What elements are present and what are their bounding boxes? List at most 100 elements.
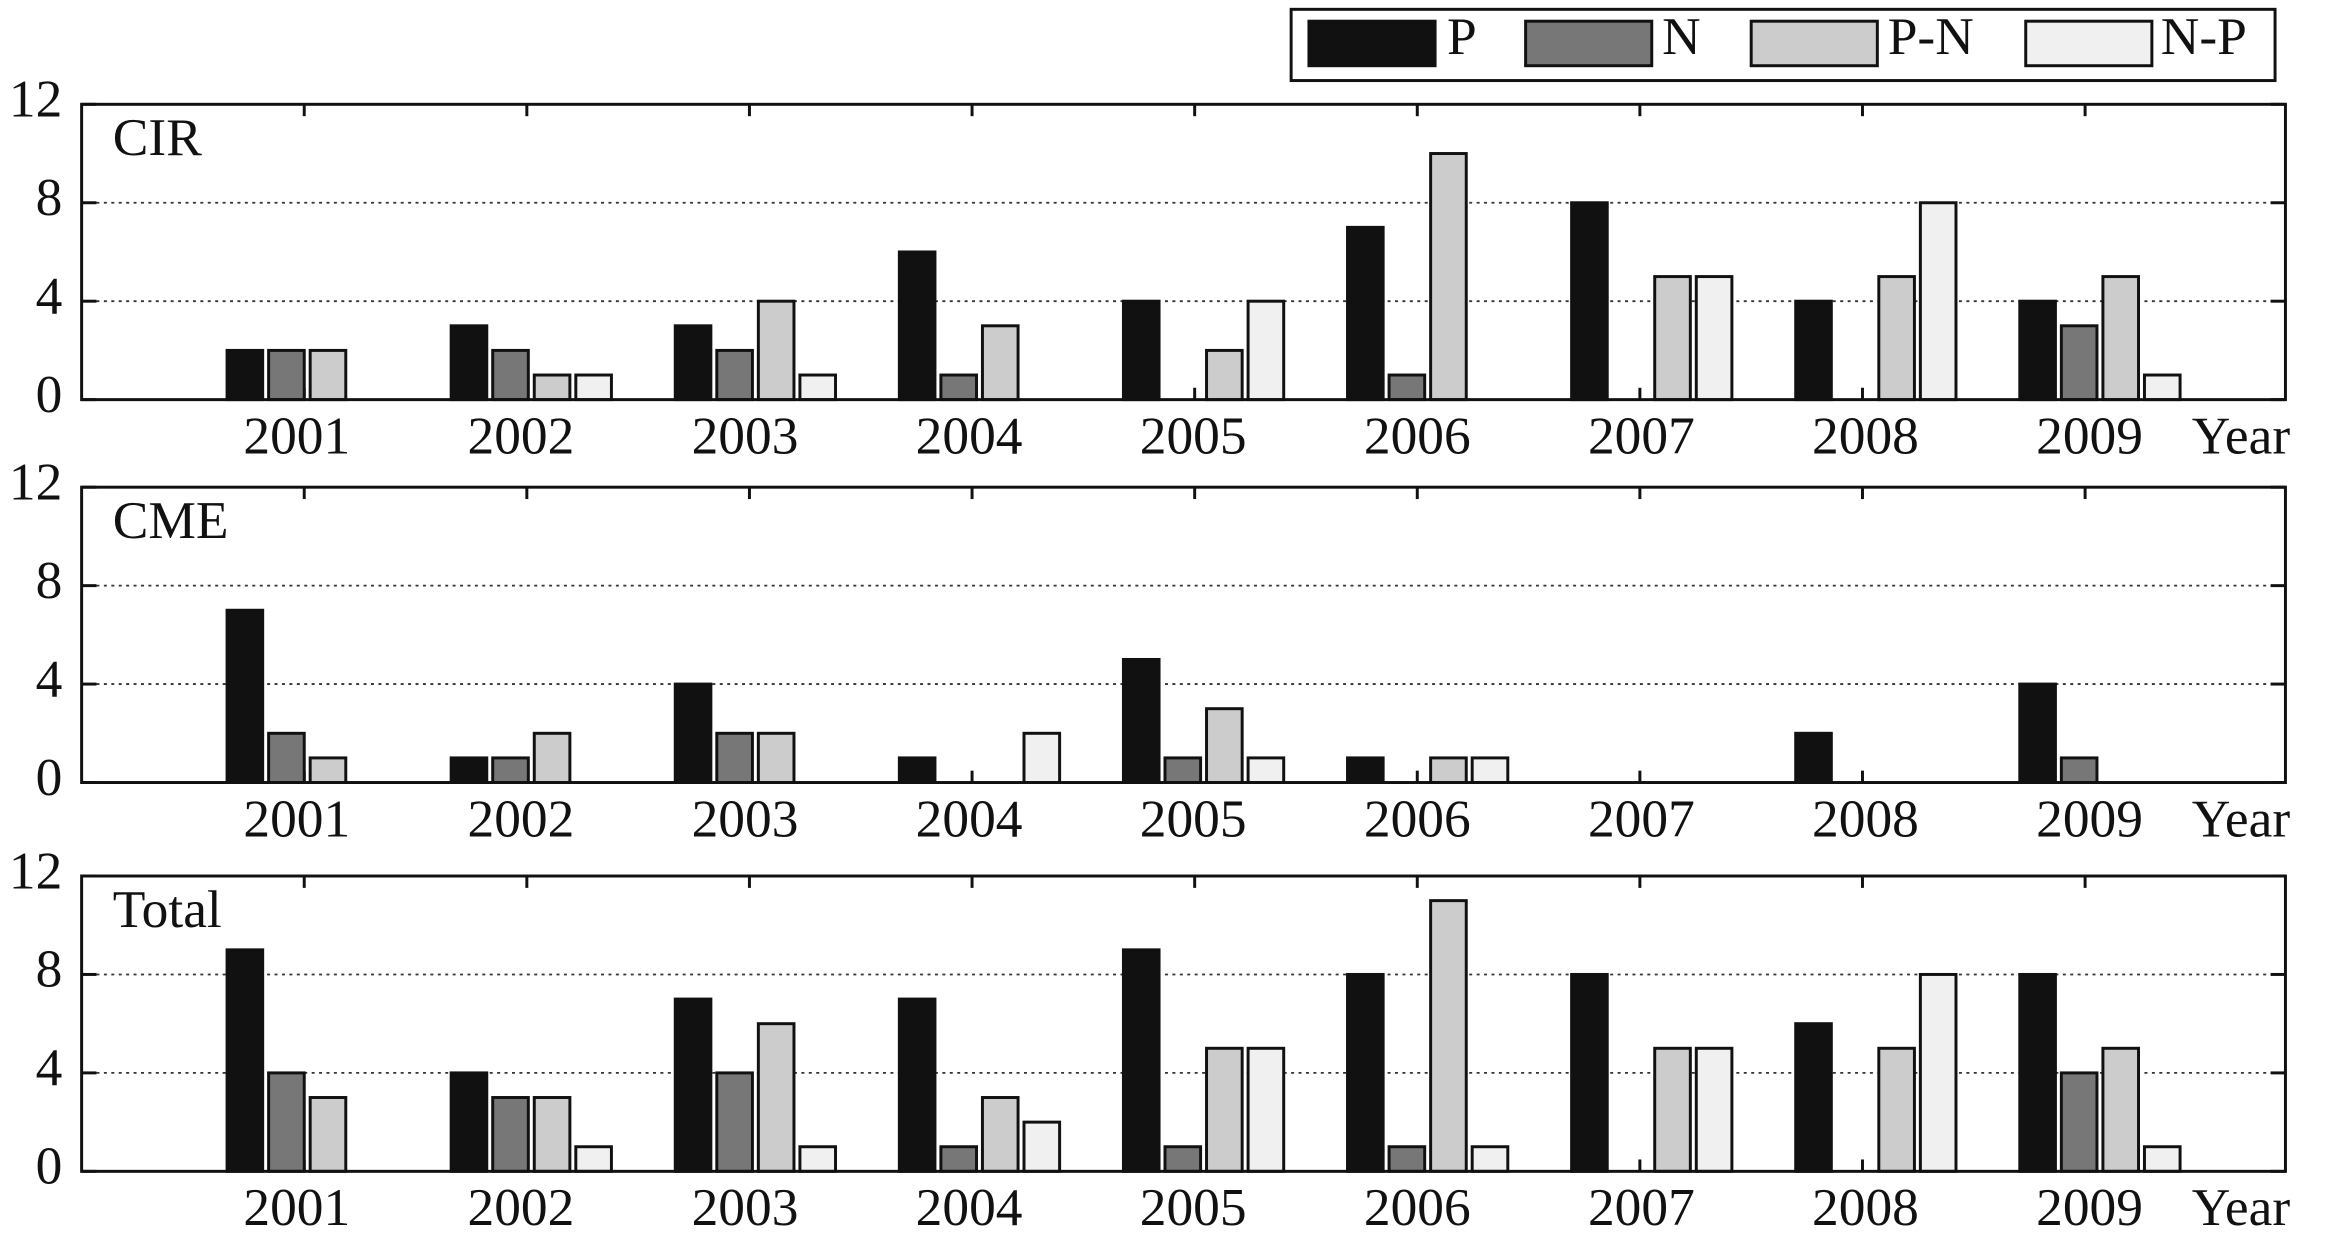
bar bbox=[308, 1096, 348, 1173]
x-tick-label: 2001 bbox=[243, 1177, 350, 1237]
y-tick-label: 8 bbox=[36, 550, 63, 610]
y-tick-label: 4 bbox=[36, 265, 63, 325]
bar bbox=[574, 373, 613, 402]
plot-frame bbox=[80, 874, 2287, 1173]
bar bbox=[267, 1071, 306, 1173]
x-tick-label: 2007 bbox=[1588, 788, 1695, 848]
bar bbox=[939, 1145, 978, 1173]
bar bbox=[715, 731, 754, 785]
bar bbox=[673, 324, 713, 402]
bar bbox=[2059, 324, 2099, 402]
y-tick-label: 12 bbox=[9, 840, 62, 900]
y-tick-label: 4 bbox=[36, 1037, 63, 1097]
x-axis-label: Year bbox=[2192, 1177, 2291, 1237]
bar bbox=[1429, 899, 1468, 1173]
x-axis-label: Year bbox=[2192, 405, 2291, 465]
bar bbox=[1794, 731, 1833, 785]
x-tick-label: 2002 bbox=[467, 1177, 574, 1237]
bar bbox=[225, 348, 265, 402]
bar bbox=[798, 1145, 838, 1173]
y-tick-label: 0 bbox=[36, 747, 63, 807]
bar bbox=[2018, 299, 2057, 402]
bar bbox=[673, 997, 713, 1173]
bar bbox=[2059, 756, 2099, 785]
bar bbox=[574, 1145, 613, 1173]
x-tick-label: 2005 bbox=[1140, 405, 1247, 465]
legend-label: N-P bbox=[2161, 6, 2247, 66]
bar bbox=[1794, 299, 1833, 402]
bar bbox=[308, 756, 348, 785]
x-tick-label: 2003 bbox=[692, 1177, 799, 1237]
bar bbox=[1877, 1046, 1916, 1173]
bar bbox=[1694, 275, 1734, 402]
bar bbox=[1205, 348, 1244, 402]
panel-title: Total bbox=[113, 879, 222, 939]
x-tick-label: 2001 bbox=[243, 405, 350, 465]
bar bbox=[532, 1096, 572, 1173]
bar bbox=[267, 731, 306, 785]
bar bbox=[1346, 225, 1385, 402]
panel-title: CIR bbox=[113, 107, 202, 167]
x-tick-label: 2003 bbox=[692, 405, 799, 465]
bar bbox=[756, 731, 796, 785]
bar bbox=[1346, 756, 1385, 785]
bar bbox=[939, 373, 978, 402]
bar bbox=[449, 1071, 489, 1173]
bar bbox=[308, 348, 348, 402]
legend-label: P bbox=[1447, 6, 1477, 66]
legend-swatch bbox=[1524, 19, 1654, 68]
bar bbox=[1877, 275, 1916, 402]
bar bbox=[897, 997, 937, 1173]
bar bbox=[1163, 1145, 1203, 1173]
bar bbox=[980, 324, 1020, 402]
bar bbox=[225, 608, 265, 785]
bar bbox=[1246, 299, 1286, 402]
x-tick-label: 2009 bbox=[2036, 405, 2143, 465]
y-tick-label: 0 bbox=[36, 1136, 63, 1196]
x-tick-label: 2002 bbox=[467, 405, 574, 465]
x-tick-label: 2007 bbox=[1588, 1177, 1695, 1237]
x-tick-label: 2005 bbox=[1140, 788, 1247, 848]
x-tick-label: 2002 bbox=[467, 788, 574, 848]
bar bbox=[798, 373, 838, 402]
legend-swatch bbox=[1307, 19, 1437, 68]
bar bbox=[449, 324, 489, 402]
x-tick-label: 2001 bbox=[243, 788, 350, 848]
bar bbox=[980, 1096, 1020, 1173]
bar bbox=[715, 348, 754, 402]
y-tick-label: 12 bbox=[9, 69, 62, 129]
bar bbox=[1205, 707, 1244, 785]
x-tick-label: 2009 bbox=[2036, 788, 2143, 848]
bar bbox=[756, 1022, 796, 1173]
bar bbox=[1163, 756, 1203, 785]
x-tick-label: 2004 bbox=[916, 788, 1023, 848]
bar bbox=[1022, 1120, 1062, 1173]
bar bbox=[1694, 1046, 1734, 1173]
bar bbox=[1653, 1046, 1692, 1173]
bar bbox=[1918, 972, 1958, 1173]
x-tick-label: 2008 bbox=[1812, 788, 1919, 848]
panel-title: CME bbox=[113, 490, 229, 550]
bar bbox=[1246, 1046, 1286, 1173]
bar bbox=[449, 756, 489, 785]
legend-swatch bbox=[1749, 19, 1879, 68]
bar bbox=[1429, 756, 1468, 785]
bar bbox=[491, 348, 530, 402]
bar bbox=[2142, 373, 2182, 402]
bar bbox=[532, 731, 572, 785]
bar bbox=[1346, 972, 1385, 1173]
bar bbox=[1918, 201, 1958, 402]
bar bbox=[1387, 1145, 1427, 1173]
bar bbox=[715, 1071, 754, 1173]
x-tick-label: 2008 bbox=[1812, 405, 1919, 465]
y-tick-label: 4 bbox=[36, 648, 63, 708]
bar bbox=[1653, 275, 1692, 402]
plot-frame bbox=[80, 102, 2287, 402]
x-tick-label: 2006 bbox=[1364, 1177, 1471, 1237]
x-tick-label: 2009 bbox=[2036, 1177, 2143, 1237]
bar bbox=[2018, 682, 2057, 785]
x-tick-label: 2004 bbox=[916, 405, 1023, 465]
x-tick-label: 2004 bbox=[916, 1177, 1023, 1237]
x-tick-label: 2005 bbox=[1140, 1177, 1247, 1237]
